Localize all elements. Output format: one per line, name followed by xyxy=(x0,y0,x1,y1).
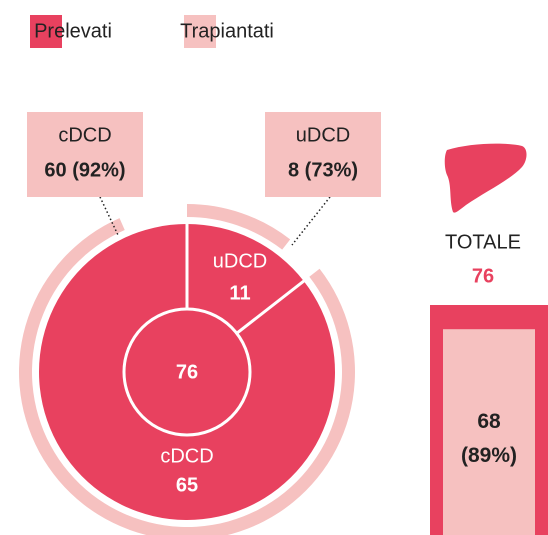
callout-box xyxy=(265,112,381,197)
callout-line xyxy=(291,196,331,246)
legend-label: Trapiantati xyxy=(180,20,274,42)
slice-divider xyxy=(235,279,306,335)
slice-value: 11 xyxy=(229,282,250,304)
slice-category: uDCD xyxy=(213,250,267,272)
center-total: 76 xyxy=(176,361,198,383)
center-circle xyxy=(122,307,252,437)
slice-category: cDCD xyxy=(160,445,213,467)
summary-value: 76 xyxy=(472,265,494,287)
callout-line xyxy=(99,196,119,236)
callout-value: 8 (73%) xyxy=(288,159,358,181)
ring-arc xyxy=(187,204,291,250)
transplanted-bar xyxy=(443,329,535,535)
callout-box xyxy=(27,112,143,197)
callout-category: cDCD xyxy=(58,124,111,146)
legend-swatch xyxy=(184,15,216,48)
callout-category: uDCD xyxy=(296,124,350,146)
summary-label: TOTALE xyxy=(445,231,521,253)
slice-value: 65 xyxy=(176,474,198,496)
legend-label: Prelevati xyxy=(34,20,112,42)
legend-swatch xyxy=(30,15,62,48)
liver-icon xyxy=(444,143,527,213)
transplanted-label: 68 (89%) xyxy=(460,410,518,467)
callout-value: 60 (92%) xyxy=(44,159,125,181)
transplanted-label-box: 68 (89%) xyxy=(460,410,518,467)
